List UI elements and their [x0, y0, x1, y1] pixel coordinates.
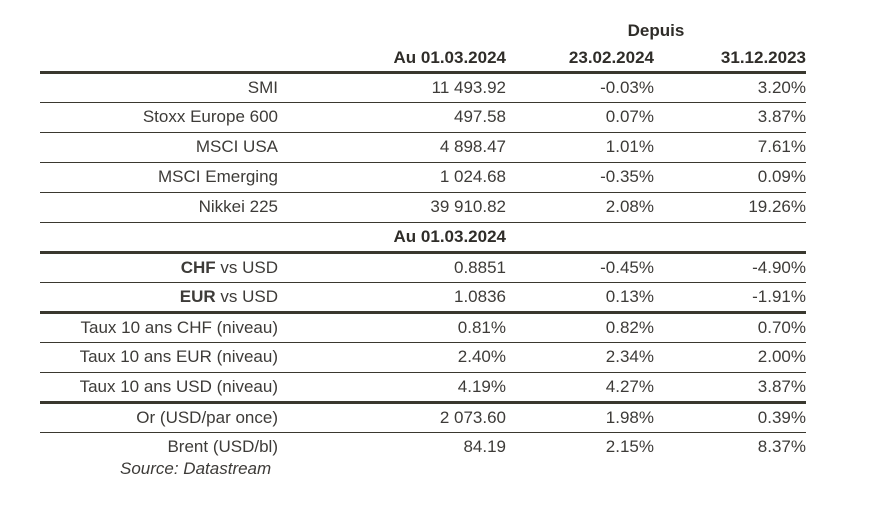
table-row-taux-usd: Taux 10 ans USD (niveau) 4.19% 4.27% 3.8… [40, 372, 806, 404]
mid-section-header-row: Au 01.03.2024 [40, 222, 806, 254]
row-change-ytd: 3.87% [654, 372, 806, 404]
table-row-msci-emerging: MSCI Emerging 1 024.68 -0.35% 0.09% [40, 162, 806, 193]
row-change-ytd: 0.70% [654, 312, 806, 343]
empty-cell [278, 16, 506, 46]
empty-cell [40, 16, 278, 46]
row-label: Stoxx Europe 600 [40, 102, 278, 133]
row-change-week: 1.01% [506, 132, 654, 163]
table-row-nikkei: Nikkei 225 39 910.82 2.08% 19.26% [40, 192, 806, 223]
row-value: 0.81% [278, 312, 506, 343]
row-label-bold: CHF [180, 257, 216, 277]
table-row-brent: Brent (USD/bl) 84.19 2.15% 8.37% [40, 432, 806, 462]
row-label: Brent (USD/bl) [167, 437, 278, 457]
row-change-week: 0.07% [506, 102, 654, 133]
empty-cell [40, 222, 278, 254]
row-change-week: 2.08% [506, 192, 654, 223]
mid-section-header: Au 01.03.2024 [278, 222, 506, 254]
row-label: Taux 10 ans USD (niveau) [40, 372, 278, 404]
row-change-ytd: 7.61% [654, 132, 806, 163]
row-value: 2.40% [278, 342, 506, 373]
table-row-stoxx: Stoxx Europe 600 497.58 0.07% 3.87% [40, 102, 806, 133]
row-value: 4 898.47 [278, 132, 506, 163]
table-row-smi: SMI 11 493.92 -0.03% 3.20% [40, 72, 806, 103]
row-change-week: 2.34% [506, 342, 654, 373]
row-label: Or (USD/par once) [40, 402, 278, 433]
table-row-taux-eur: Taux 10 ans EUR (niveau) 2.40% 2.34% 2.0… [40, 342, 806, 373]
row-value: 39 910.82 [278, 192, 506, 223]
depuis-header-row: Depuis [40, 16, 806, 46]
row-label: Nikkei 225 [40, 192, 278, 223]
table-row-eur-usd: EUR vs USD 1.0836 0.13% -1.91% [40, 282, 806, 314]
empty-cell [506, 222, 654, 254]
row-value: 84.19 [463, 437, 506, 457]
column-header-value-date: Au 01.03.2024 [278, 46, 506, 74]
row-label: MSCI Emerging [40, 162, 278, 193]
table-row-or: Or (USD/par once) 2 073.60 1.98% 0.39% [40, 402, 806, 433]
row-change-week: 1.98% [506, 402, 654, 433]
row-change-ytd: 19.26% [654, 192, 806, 223]
row-value: 497.58 [278, 102, 506, 133]
row-value: 0.8851 [278, 252, 506, 283]
row-change-week: -0.03% [506, 72, 654, 103]
column-header-change-ytd: 31.12.2023 [654, 46, 806, 74]
row-change-ytd: 3.20% [654, 72, 806, 103]
row-change-ytd: 0.39% [654, 402, 806, 433]
table-row-msci-usa: MSCI USA 4 898.47 1.01% 7.61% [40, 132, 806, 163]
row-change-ytd: 8.37% [757, 437, 806, 457]
row-label: MSCI USA [40, 132, 278, 163]
row-change-week: 4.27% [506, 372, 654, 404]
row-label: SMI [40, 72, 278, 103]
row-value: 2 073.60 [278, 402, 506, 433]
row-change-week: -0.45% [506, 252, 654, 283]
row-change-ytd: 3.87% [654, 102, 806, 133]
row-change-week: 2.15% [605, 437, 654, 457]
row-change-week: 0.82% [506, 312, 654, 343]
row-change-ytd: -4.90% [654, 252, 806, 283]
empty-cell [654, 222, 806, 254]
column-header-change-week: 23.02.2024 [506, 46, 654, 74]
row-value: 11 493.92 [278, 72, 506, 103]
table-row-chf-usd: CHF vs USD 0.8851 -0.45% -4.90% [40, 252, 806, 283]
row-change-week: -0.35% [506, 162, 654, 193]
row-label: vs USD [215, 257, 278, 277]
table-row-taux-chf: Taux 10 ans CHF (niveau) 0.81% 0.82% 0.7… [40, 312, 806, 343]
row-label: vs USD [215, 286, 278, 306]
row-change-ytd: 2.00% [654, 342, 806, 373]
row-value: 1.0836 [278, 282, 506, 314]
row-value: 1 024.68 [278, 162, 506, 193]
row-change-week: 0.13% [506, 282, 654, 314]
row-label: Taux 10 ans EUR (niveau) [40, 342, 278, 373]
row-label: Taux 10 ans CHF (niveau) [40, 312, 278, 343]
row-change-ytd: -1.91% [654, 282, 806, 314]
depuis-header: Depuis [627, 21, 685, 40]
column-header-row: Au 01.03.2024 23.02.2024 31.12.2023 [40, 46, 806, 74]
market-data-table: Depuis Au 01.03.2024 23.02.2024 31.12.20… [40, 16, 806, 462]
source-note: Source: Datastream [120, 459, 272, 478]
row-label-bold: EUR [179, 286, 216, 306]
empty-cell [40, 46, 278, 74]
row-change-ytd: 0.09% [654, 162, 806, 193]
row-value: 4.19% [278, 372, 506, 404]
